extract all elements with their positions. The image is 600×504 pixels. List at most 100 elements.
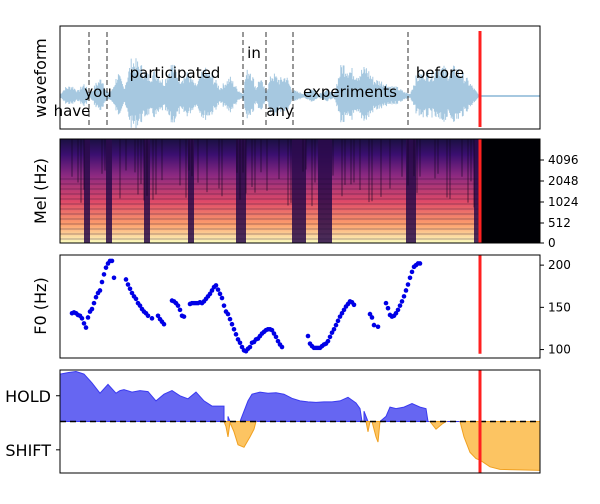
f0-point [79, 316, 85, 321]
turn-tick-label: HOLD [5, 387, 51, 406]
f0-point [149, 316, 155, 321]
f0-point [331, 326, 337, 332]
word-label: have [54, 102, 91, 120]
mel-tick-label: 0 [548, 236, 556, 250]
f0-point [409, 269, 415, 275]
f0-point [175, 303, 181, 308]
f0-point [213, 283, 219, 288]
f0-point [239, 344, 245, 350]
f0-point [351, 302, 357, 308]
mel-gap [236, 139, 246, 243]
f0-point [235, 337, 241, 342]
f0-point [177, 307, 183, 313]
f0-point [397, 303, 403, 308]
f0-point [215, 287, 221, 292]
f0-point [217, 291, 223, 297]
f0-tick-label: 200 [548, 258, 571, 272]
f0-point [221, 303, 227, 308]
f0-point [161, 321, 167, 327]
f0-point [367, 311, 373, 317]
f0-point [305, 333, 311, 339]
f0-point [371, 322, 377, 328]
f0-point [395, 307, 401, 313]
f0-point [417, 261, 423, 266]
f0-point [335, 318, 341, 324]
mel-tick-label: 1024 [548, 195, 579, 209]
shift-area [223, 420, 257, 448]
f0-point [385, 305, 391, 311]
turn-taking-panel: HOLD SHIFT [5, 369, 541, 474]
f0-point [237, 340, 243, 346]
f0-point [85, 315, 91, 320]
f0-point [271, 331, 277, 336]
word-label: in [247, 44, 261, 62]
f0-point [403, 288, 409, 293]
f0-point [407, 275, 413, 281]
f0-point [369, 315, 375, 320]
mel-tick-label: 512 [548, 216, 571, 230]
waveform-frame [59, 25, 541, 130]
f0-frame [59, 254, 541, 359]
f0-point [91, 300, 97, 306]
f0-point [269, 327, 275, 333]
f0-tick-label: 150 [548, 300, 571, 314]
shift-area [365, 421, 371, 432]
f0-point [127, 286, 133, 292]
f0-point [333, 322, 339, 328]
mel-gap [474, 139, 480, 243]
mel-tick-label: 2048 [548, 174, 579, 188]
word-label: before [416, 64, 464, 82]
turn-taking-frame [59, 369, 541, 474]
shift-area [459, 421, 540, 471]
f0-point [327, 334, 333, 340]
mel-panel: Mel (Hz) 0 512 1024 2048 4096 [31, 138, 579, 250]
f0-point [109, 258, 115, 264]
f0-point [329, 330, 335, 335]
f0-point [275, 338, 281, 344]
word-label: participated [130, 64, 221, 82]
f0-point [383, 300, 389, 306]
f0-point [103, 265, 109, 270]
f0-point [393, 310, 399, 316]
f0-point [231, 326, 237, 332]
f0-point [155, 313, 161, 319]
f0-point [83, 325, 89, 330]
f0-point [137, 303, 143, 308]
f0-point [129, 290, 135, 296]
mel-gap [406, 139, 416, 243]
mel-texture [60, 139, 475, 208]
mel-ylabel: Mel (Hz) [31, 158, 50, 224]
word-label: experiments [303, 83, 397, 101]
f0-tick-label: 100 [548, 343, 571, 357]
shift-area [371, 421, 381, 443]
f0-point [181, 314, 187, 319]
turn-tick-label: SHIFT [5, 441, 51, 460]
f0-point [81, 321, 87, 326]
mel-gap [188, 139, 194, 243]
f0-point [405, 282, 411, 287]
mel-harmonics [60, 178, 480, 240]
hold-area [60, 370, 540, 422]
word-label: you [84, 83, 112, 101]
mel-gap [84, 139, 90, 243]
f0-point [229, 321, 235, 327]
f0-point [145, 313, 151, 319]
f0-point [125, 282, 131, 287]
f0-point [399, 299, 405, 304]
mel-frame [59, 138, 541, 244]
f0-panel: F0 (Hz) 100 150 200 [31, 254, 571, 359]
f0-point [401, 294, 407, 299]
f0-point [325, 338, 331, 344]
mel-gap [318, 139, 332, 243]
f0-point [123, 277, 129, 282]
f0-point [89, 306, 95, 312]
f0-point [97, 288, 103, 293]
f0-point [219, 295, 225, 301]
f0-point [247, 344, 253, 350]
shift-area [428, 421, 448, 430]
f0-point [279, 344, 285, 350]
f0-point [111, 275, 117, 281]
f0-point [101, 272, 107, 277]
f0-point [133, 296, 139, 302]
waveform-ylabel: waveform [31, 38, 50, 118]
